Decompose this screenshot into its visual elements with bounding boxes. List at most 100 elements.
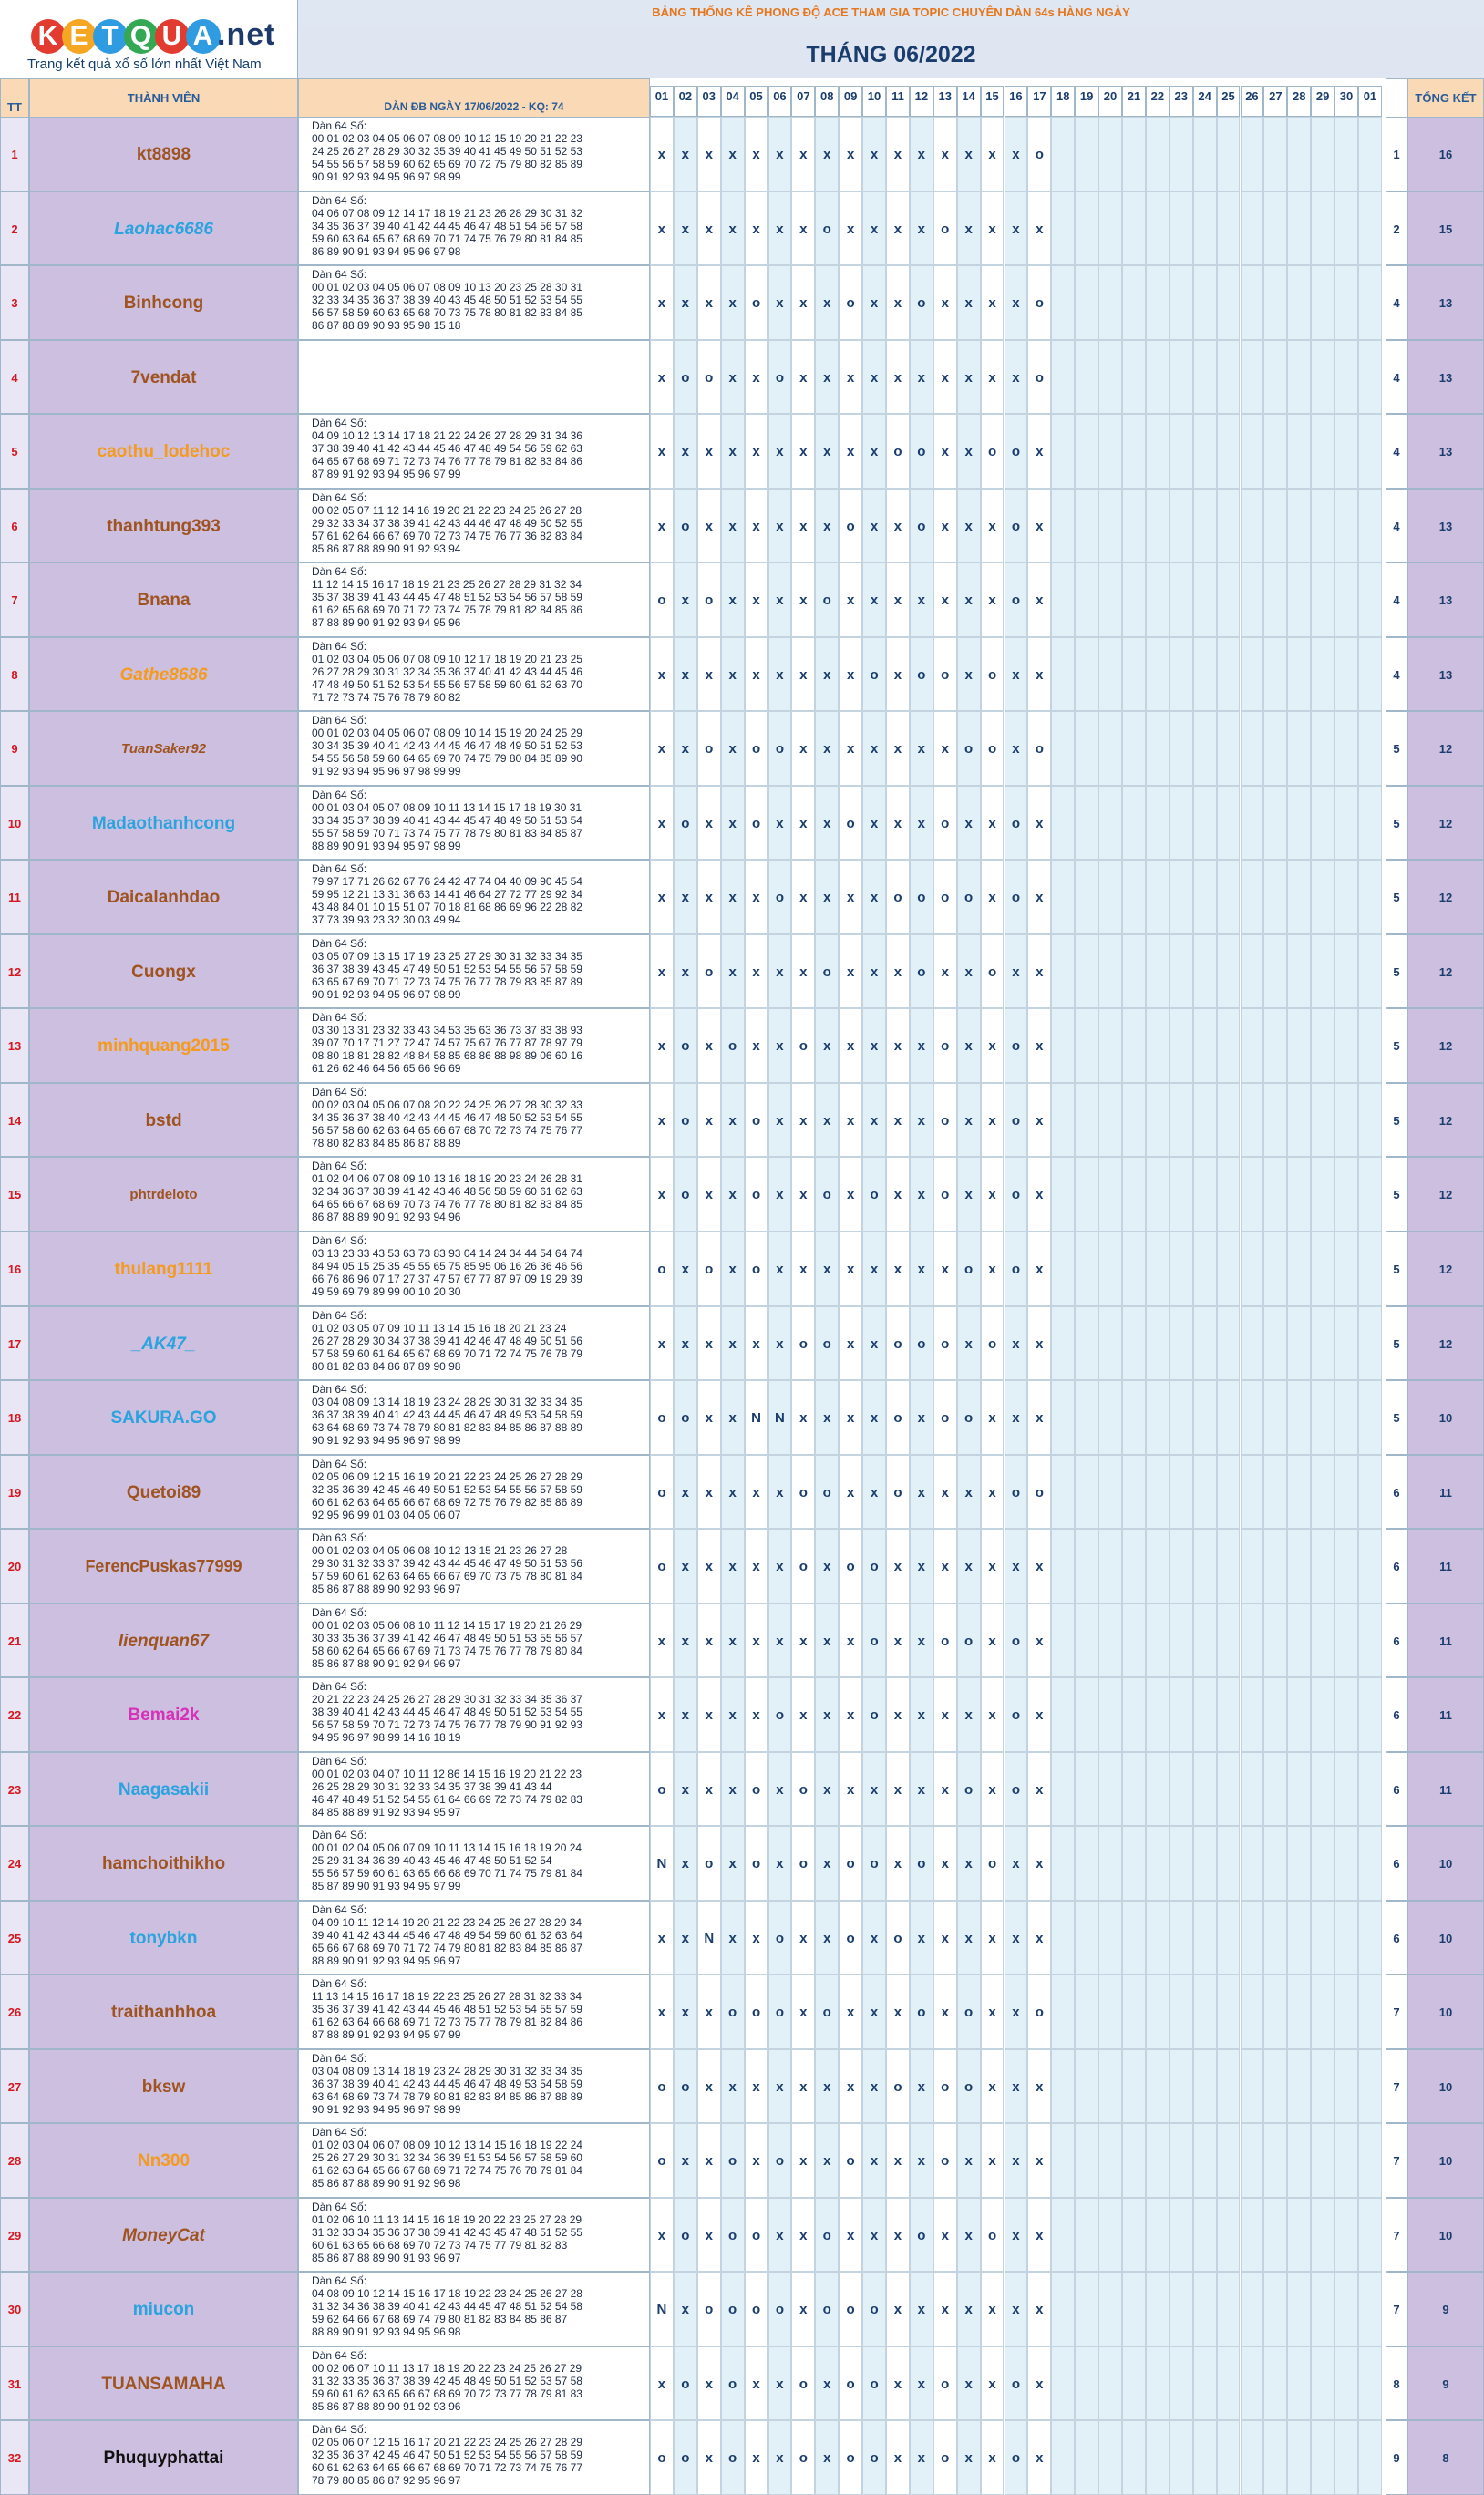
member-name[interactable]: minhquang2015 xyxy=(29,1008,298,1083)
day-mark xyxy=(1145,711,1170,786)
row-number: 31 xyxy=(0,2346,29,2421)
day-mark: x xyxy=(980,1529,1005,1603)
day-mark: x xyxy=(673,636,697,712)
member-name[interactable]: _AK47_ xyxy=(29,1305,298,1381)
day-mark: o xyxy=(909,1826,933,1901)
dan-numbers: Dàn 64 Số: 20 21 22 23 24 25 26 27 28 29… xyxy=(298,1677,650,1752)
member-name[interactable]: Nn300 xyxy=(29,2123,298,2198)
member-name[interactable]: Laohac6686 xyxy=(29,191,298,266)
day-mark xyxy=(1335,1751,1358,1827)
day-mark: o xyxy=(1027,339,1052,415)
member-name[interactable]: bksw xyxy=(29,2048,298,2124)
day-mark: o xyxy=(1004,562,1028,637)
day-mark: o xyxy=(956,1603,981,1678)
day-mark: o xyxy=(956,860,981,934)
day-mark xyxy=(1098,1826,1122,1901)
day-mark: x xyxy=(696,1603,721,1678)
day-mark: o xyxy=(673,1157,697,1232)
day-mark: x xyxy=(862,414,886,489)
day-mark: x xyxy=(956,785,981,861)
day-mark xyxy=(1311,2346,1335,2421)
day-mark xyxy=(1287,2048,1312,2124)
member-name[interactable]: 7vendat xyxy=(29,339,298,415)
day-mark: x xyxy=(862,711,886,786)
day-mark: x xyxy=(673,1454,697,1530)
member-name[interactable]: TuanSaker92 xyxy=(29,711,298,786)
day-mark: o xyxy=(1004,860,1028,934)
member-name[interactable]: TUANSAMAHA xyxy=(29,2346,298,2421)
day-mark: o xyxy=(768,1677,792,1752)
banner-title: BẢNG THỐNG KÊ PHONG ĐỘ ACE THAM GIA TOPI… xyxy=(298,0,1484,26)
day-mark: x xyxy=(1027,2048,1052,2124)
dan-numbers: Dàn 63 Số: 00 01 02 03 04 05 06 08 10 12… xyxy=(298,1529,650,1603)
day-mark xyxy=(1358,191,1382,266)
member-name[interactable]: Cuongx xyxy=(29,933,298,1009)
row-number: 14 xyxy=(0,1082,29,1158)
day-mark: x xyxy=(886,1157,910,1232)
day-mark: o xyxy=(956,2048,981,2124)
member-name[interactable]: Madaothanhcong xyxy=(29,785,298,861)
member-name[interactable]: thanhtung393 xyxy=(29,488,298,563)
day-mark xyxy=(1051,1231,1076,1306)
day-mark: o xyxy=(933,1305,957,1381)
row-number: 5 xyxy=(0,414,29,489)
day-mark xyxy=(1075,488,1099,563)
day-mark xyxy=(1335,933,1358,1009)
member-name[interactable]: caothu_lodehoc xyxy=(29,414,298,489)
member-name[interactable]: hamchoithikho xyxy=(29,1826,298,1901)
member-name[interactable]: Gathe8686 xyxy=(29,636,298,712)
member-name[interactable]: SAKURA.GO xyxy=(29,1380,298,1455)
day-mark xyxy=(1122,2420,1146,2495)
day-mark xyxy=(1122,1454,1146,1530)
member-name[interactable]: phtrdeloto xyxy=(29,1157,298,1232)
day-mark: x xyxy=(862,117,886,191)
member-name[interactable]: bstd xyxy=(29,1082,298,1158)
day-mark xyxy=(1358,117,1382,191)
day-mark: x xyxy=(1004,2272,1028,2346)
day-mark xyxy=(1287,1454,1312,1530)
day-mark xyxy=(1169,1231,1193,1306)
day-mark: x xyxy=(886,1529,910,1603)
logo[interactable]: K E T Q U A .net Trang kết quả xổ số lớn nhất … xyxy=(0,0,298,82)
member-name[interactable]: MoneyCat xyxy=(29,2197,298,2273)
day-mark xyxy=(1169,488,1193,563)
member-name[interactable]: Daicalanhdao xyxy=(29,860,298,934)
day-mark xyxy=(1098,1082,1122,1158)
day-mark xyxy=(1263,2420,1288,2495)
day-mark: o xyxy=(815,933,840,1009)
misses-count: 4 xyxy=(1386,562,1407,637)
day-mark: x xyxy=(862,1751,886,1827)
day-mark xyxy=(1287,1157,1312,1232)
member-name[interactable]: Binhcong xyxy=(29,265,298,340)
member-name[interactable]: lienquan67 xyxy=(29,1603,298,1678)
member-name[interactable]: FerencPuskas77999 xyxy=(29,1529,298,1603)
member-name[interactable]: thulang1111 xyxy=(29,1231,298,1306)
member-name[interactable]: Bnana xyxy=(29,562,298,637)
day-mark xyxy=(1075,562,1099,637)
day-mark xyxy=(1192,1974,1217,2049)
day-mark: x xyxy=(768,1454,792,1530)
day-mark: x xyxy=(744,2346,768,2421)
day-mark xyxy=(1075,1603,1099,1678)
member-name[interactable]: miucon xyxy=(29,2272,298,2346)
day-mark: o xyxy=(909,860,933,934)
member-name[interactable]: Quetoi89 xyxy=(29,1454,298,1530)
day-mark xyxy=(1335,711,1358,786)
day-mark xyxy=(1311,488,1335,563)
member-name[interactable]: traithanhhoa xyxy=(29,1974,298,2049)
member-name[interactable]: kt8898 xyxy=(29,117,298,191)
day-mark xyxy=(1098,2048,1122,2124)
total-score: 11 xyxy=(1407,1677,1484,1752)
member-name[interactable]: Phuquyphattai xyxy=(29,2420,298,2495)
day-mark: x xyxy=(791,1603,816,1678)
day-mark: o xyxy=(696,339,721,415)
member-name[interactable]: tonybkn xyxy=(29,1900,298,1975)
day-header: 24 xyxy=(1192,86,1217,117)
day-mark: x xyxy=(768,488,792,563)
member-name[interactable]: Bemai2k xyxy=(29,1677,298,1752)
day-mark: x xyxy=(980,562,1005,637)
day-header: 23 xyxy=(1169,86,1193,117)
member-name[interactable]: Naagasakii xyxy=(29,1751,298,1827)
day-mark xyxy=(1169,1677,1193,1752)
day-mark xyxy=(1311,339,1335,415)
